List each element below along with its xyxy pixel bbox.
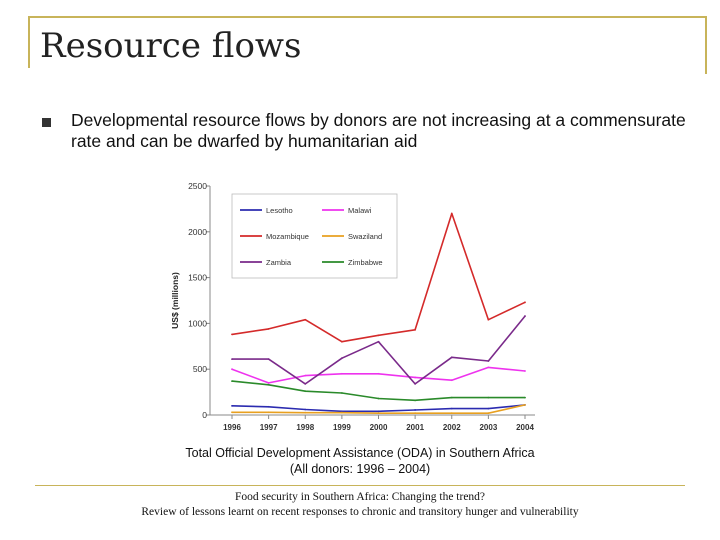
frame-top-line <box>28 16 706 18</box>
data-point-mozambique <box>414 328 417 331</box>
footer-line-2: Review of lessons learnt on recent respo… <box>141 506 579 518</box>
data-point-swaziland <box>340 411 343 414</box>
data-point-lesotho <box>340 410 343 413</box>
legend-label-malawi: Malawi <box>348 206 372 215</box>
y-tick-label: 2500 <box>188 181 207 191</box>
footer-divider <box>35 485 685 486</box>
data-point-malawi <box>450 379 453 382</box>
data-point-malawi <box>231 368 233 371</box>
series-line-malawi <box>231 366 526 384</box>
data-point-swaziland <box>377 412 380 415</box>
data-point-zambia <box>267 358 270 361</box>
data-point-zimbabwe <box>304 390 307 393</box>
data-point-lesotho <box>450 407 453 410</box>
data-point-lesotho <box>377 410 380 413</box>
data-point-swaziland <box>524 404 526 406</box>
x-tick-label: 2002 <box>443 423 461 432</box>
data-point-zimbabwe <box>267 383 270 386</box>
data-point-mozambique <box>267 327 270 330</box>
legend-label-mozambique: Mozambique <box>266 232 309 241</box>
data-point-lesotho <box>487 407 490 410</box>
y-tick-label: 2000 <box>188 227 207 237</box>
data-point-mozambique <box>340 340 343 343</box>
data-point-zambia <box>524 315 526 317</box>
caption-line-2: (All donors: 1996 – 2004) <box>289 462 431 476</box>
y-tick-label: 500 <box>193 364 207 374</box>
data-point-zimbabwe <box>450 396 453 399</box>
data-point-malawi <box>377 372 380 375</box>
legend-label-zambia: Zambia <box>266 258 292 267</box>
chart-caption: Total Official Development Assistance (O… <box>110 445 610 477</box>
data-point-zambia <box>414 382 417 385</box>
data-point-mozambique <box>231 333 233 336</box>
data-point-lesotho <box>304 408 307 411</box>
data-point-zimbabwe <box>414 399 417 402</box>
data-point-swaziland <box>304 411 307 414</box>
data-point-zimbabwe <box>377 397 380 400</box>
data-point-swaziland <box>487 412 490 415</box>
x-tick-label: 2004 <box>516 423 534 432</box>
data-point-malawi <box>524 370 526 372</box>
data-point-malawi <box>304 374 307 377</box>
oda-line-chart: 0 500 1000 1500 2000 2500 1996 1997 1998 1999 2000… <box>170 181 535 432</box>
y-tick-label: 1000 <box>188 318 207 328</box>
footer: Food security in Southern Africa: Changi… <box>60 490 660 520</box>
data-point-malawi <box>267 382 270 384</box>
y-tick-label: 0 <box>202 410 207 420</box>
x-tick-label: 2000 <box>370 423 388 432</box>
frame-left-line <box>28 16 30 68</box>
y-axis-label: US$ (millions) <box>170 272 180 329</box>
data-point-mozambique <box>487 318 490 321</box>
data-point-zimbabwe <box>524 396 526 399</box>
data-point-lesotho <box>414 409 417 411</box>
data-point-zambia <box>450 356 453 359</box>
data-point-zimbabwe <box>231 380 233 383</box>
legend-label-swaziland: Swaziland <box>348 232 382 241</box>
data-point-zambia <box>231 358 233 361</box>
bullet-text: Developmental resource flows by donors a… <box>71 110 686 151</box>
data-point-zambia <box>377 340 380 343</box>
footer-line-1: Food security in Southern Africa: Changi… <box>234 491 486 503</box>
x-tick-label: 1996 <box>223 423 241 432</box>
data-point-swaziland <box>267 411 270 414</box>
series-line-lesotho <box>231 404 526 413</box>
data-point-zimbabwe <box>340 392 343 394</box>
y-tick-label: 1500 <box>188 273 207 283</box>
x-tick-label: 1997 <box>260 423 278 432</box>
data-point-zambia <box>340 357 343 360</box>
data-point-swaziland <box>414 412 417 415</box>
data-point-zambia <box>304 382 307 385</box>
data-point-swaziland <box>450 412 453 415</box>
data-point-mozambique <box>450 212 453 215</box>
x-tick-label: 1998 <box>296 423 314 432</box>
data-point-zambia <box>487 360 490 362</box>
x-tick-label: 2003 <box>479 423 497 432</box>
bullet-square-icon <box>42 118 51 127</box>
frame-right-line <box>705 16 707 74</box>
data-point-malawi <box>340 372 343 375</box>
data-point-lesotho <box>267 405 270 408</box>
data-point-lesotho <box>231 404 233 407</box>
data-point-malawi <box>487 366 490 369</box>
legend-label-zimbabwe: Zimbabwe <box>348 258 383 267</box>
data-point-malawi <box>414 376 417 379</box>
data-point-mozambique <box>304 318 307 321</box>
data-point-swaziland <box>231 411 233 414</box>
data-point-mozambique <box>377 334 380 337</box>
slide-title: Resource flows <box>40 26 302 66</box>
legend-label-lesotho: Lesotho <box>266 206 293 215</box>
data-point-zimbabwe <box>487 396 490 399</box>
series-line-zimbabwe <box>231 380 525 402</box>
data-point-mozambique <box>524 301 526 304</box>
caption-line-1: Total Official Development Assistance (O… <box>185 446 535 460</box>
x-tick-label: 2001 <box>406 423 424 432</box>
x-tick-label: 1999 <box>333 423 351 432</box>
